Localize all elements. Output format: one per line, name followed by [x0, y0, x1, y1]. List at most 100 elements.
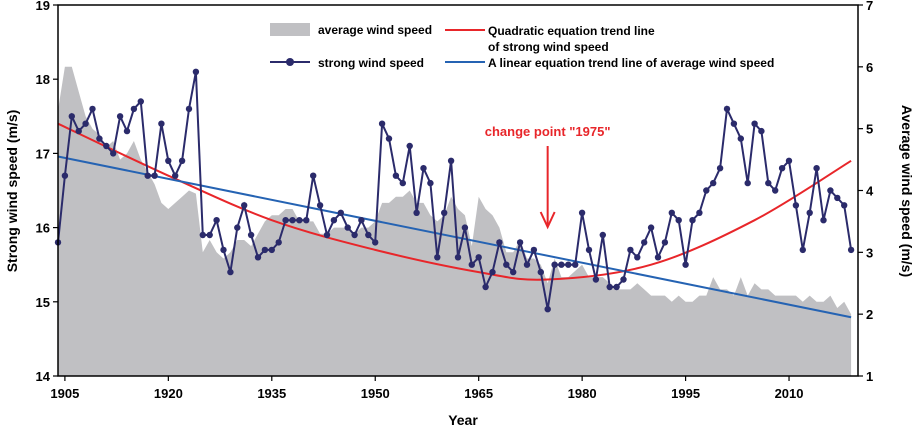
y-left-tick-label: 19: [36, 0, 50, 13]
x-tick-label: 1950: [361, 386, 390, 401]
quadratic-trend-line: [57, 122, 852, 281]
strong-wind-point: [447, 157, 455, 164]
y-right-tick-label: 2: [866, 307, 873, 322]
y-right-tick-label: 5: [866, 122, 873, 137]
strong-wind-point: [303, 217, 310, 224]
strong-wind-point: [634, 254, 641, 261]
strong-wind-point: [654, 254, 662, 261]
x-tick-label: 1965: [464, 386, 493, 401]
strong-wind-point: [703, 187, 710, 194]
x-axis: 1905 1920 1935 1950 1965 1980 1995 2010: [50, 376, 803, 401]
y-axis-left: 14 15 16 17 18 19: [36, 0, 58, 384]
y-right-tick-label: 1: [866, 369, 873, 384]
strong-wind-point: [178, 157, 186, 164]
strong-wind-point: [123, 127, 131, 135]
y-left-tick-label: 16: [36, 221, 50, 236]
strong-wind-point: [110, 150, 117, 157]
strong-wind-point: [813, 165, 820, 172]
strong-wind-point: [599, 231, 606, 239]
strong-wind-point: [661, 239, 669, 246]
strong-wind-point: [165, 157, 172, 164]
y-right-tick-label: 4: [866, 184, 874, 199]
strong-wind-point: [234, 224, 241, 231]
strong-wind-point: [641, 239, 648, 246]
strong-wind-point: [247, 231, 255, 239]
strong-wind-point: [227, 268, 234, 276]
strong-wind-point: [282, 217, 289, 224]
y-left-tick-label: 18: [36, 72, 50, 87]
strong-wind-point: [841, 202, 848, 209]
strong-wind-markers: [54, 68, 855, 313]
change-point-label: change point "1975": [485, 124, 611, 139]
legend-label-strong: strong wind speed: [318, 56, 424, 70]
y-axis-right: 1 2 3 4 5 6 7: [858, 0, 874, 384]
strong-wind-point: [392, 172, 400, 179]
strong-wind-point: [675, 217, 682, 224]
strong-wind-point: [585, 246, 593, 254]
strong-wind-point: [785, 157, 793, 164]
strong-wind-point: [144, 172, 151, 179]
strong-wind-point: [427, 179, 434, 187]
y-axis-left-title: Strong wind speed (m/s): [4, 110, 20, 273]
strong-wind-point: [413, 209, 420, 216]
strong-wind-point: [737, 135, 744, 142]
x-tick-label: 1920: [154, 386, 183, 401]
strong-wind-point: [558, 261, 565, 268]
strong-wind-point: [530, 246, 538, 254]
strong-wind-point: [310, 172, 317, 179]
strong-wind-point: [523, 261, 531, 268]
strong-wind-point: [337, 209, 344, 216]
strong-wind-point: [613, 283, 620, 291]
strong-wind-point: [172, 172, 179, 179]
strong-wind-point: [434, 254, 441, 261]
strong-wind-point: [185, 105, 193, 113]
strong-wind-point: [378, 120, 386, 127]
strong-wind-point: [96, 135, 103, 142]
trend-lines: [57, 122, 852, 319]
legend-label-linear: A linear equation trend line of average …: [488, 56, 774, 70]
strong-wind-point: [647, 224, 655, 231]
strong-wind-point: [103, 142, 110, 150]
strong-wind-point: [316, 202, 324, 209]
strong-wind-point: [551, 261, 558, 268]
strong-wind-point: [806, 209, 813, 216]
strong-wind-point: [89, 105, 96, 113]
x-axis-title: Year: [448, 412, 478, 428]
strong-wind-point: [296, 217, 303, 224]
x-tick-label: 1980: [568, 386, 597, 401]
change-point-arrow-head: [539, 211, 556, 230]
strong-wind-point: [330, 217, 338, 224]
strong-wind-point: [827, 187, 834, 194]
strong-wind-point: [723, 105, 731, 113]
strong-wind-point: [441, 209, 448, 216]
strong-wind-point: [730, 120, 738, 127]
legend: average wind speed strong wind speed Qua…: [270, 23, 774, 70]
strong-wind-point: [406, 142, 413, 150]
strong-wind-point: [778, 165, 786, 172]
strong-wind-point: [468, 261, 475, 268]
strong-wind-point: [592, 276, 600, 283]
strong-wind-point: [220, 246, 227, 254]
strong-wind-point: [420, 165, 427, 172]
strong-wind-point: [372, 239, 379, 246]
strong-wind-point: [358, 217, 365, 224]
strong-wind-point: [268, 246, 275, 254]
strong-wind-point: [289, 217, 296, 224]
strong-wind-point: [116, 113, 124, 120]
strong-wind-point: [606, 283, 613, 291]
strong-wind-point: [192, 68, 200, 76]
strong-wind-point: [213, 217, 220, 224]
strong-wind-point: [696, 209, 703, 216]
strong-wind-point: [385, 135, 393, 142]
y-axis-right-title: Average wind speed (m/s): [899, 105, 912, 277]
x-tick-label: 1935: [257, 386, 286, 401]
strong-wind-point: [772, 187, 779, 194]
strong-wind-point: [689, 217, 696, 224]
strong-wind-point: [489, 268, 496, 276]
legend-label-quadratic-2: of strong wind speed: [488, 40, 609, 54]
strong-wind-point: [275, 239, 282, 246]
strong-wind-point: [627, 246, 634, 254]
strong-wind-point: [847, 246, 855, 254]
strong-wind-point: [137, 98, 144, 105]
strong-wind-point: [68, 113, 76, 120]
